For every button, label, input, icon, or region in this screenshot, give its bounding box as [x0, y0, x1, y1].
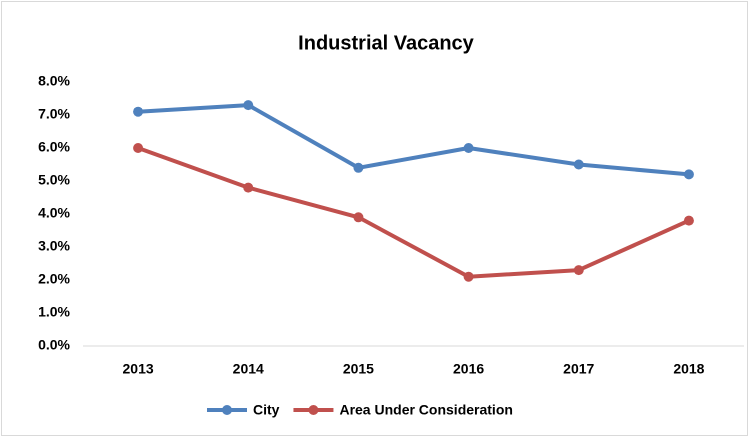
data-point: [353, 162, 364, 173]
y-tick-label: 2.0%: [38, 271, 70, 287]
y-tick-label: 8.0%: [38, 73, 70, 89]
legend-label: City: [253, 402, 280, 418]
y-tick-label: 0.0%: [38, 337, 70, 353]
data-point: [573, 159, 584, 170]
series-line: [137, 103, 690, 177]
x-tick-label: 2017: [563, 361, 594, 377]
y-tick-label: 7.0%: [38, 106, 70, 122]
x-tick-label: 2014: [233, 361, 264, 377]
data-point: [683, 215, 694, 226]
chart-title: Industrial Vacancy: [298, 32, 475, 54]
data-point: [243, 100, 254, 111]
x-tick-label: 2013: [123, 361, 154, 377]
data-point: [463, 271, 474, 282]
y-tick-label: 3.0%: [38, 238, 70, 254]
data-point: [353, 212, 364, 223]
data-point: [683, 169, 694, 180]
y-tick-label: 5.0%: [38, 172, 70, 188]
legend-label: Area Under Consideration: [339, 402, 512, 418]
data-point: [463, 143, 474, 153]
x-tick-label: 2016: [453, 361, 484, 377]
data-point: [573, 265, 584, 276]
x-tick-label: 2018: [673, 361, 704, 377]
data-point: [133, 143, 144, 153]
data-point: [133, 106, 144, 117]
legend-marker: [222, 405, 232, 415]
x-tick-label: 2015: [343, 361, 374, 377]
y-tick-label: 4.0%: [38, 205, 70, 221]
y-tick-label: 1.0%: [38, 304, 70, 320]
series-line: [137, 146, 690, 279]
y-tick-label: 6.0%: [38, 139, 70, 155]
legend-marker: [308, 405, 319, 415]
data-point: [243, 182, 254, 193]
